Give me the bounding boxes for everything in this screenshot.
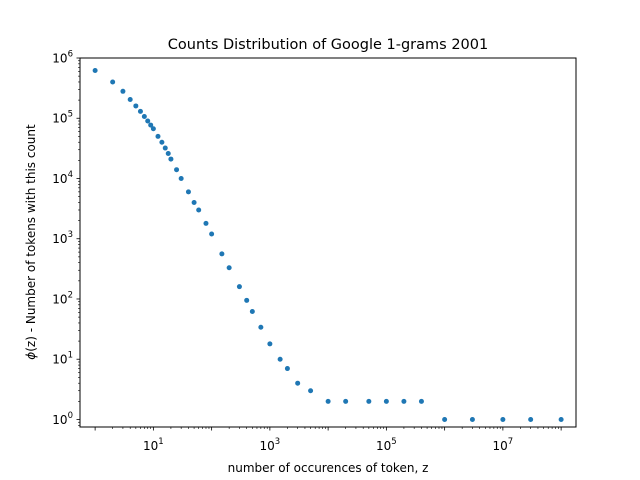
x-tick-label: 107	[493, 437, 514, 453]
data-point	[162, 145, 168, 151]
data-point	[308, 388, 314, 394]
data-point	[219, 251, 225, 257]
y-tick-label: 105	[52, 110, 73, 126]
data-point	[343, 398, 349, 404]
data-point	[500, 416, 506, 422]
x-axis-ticks: 101 103 105 107	[94, 427, 562, 453]
data-point	[469, 416, 475, 422]
y-axis-label-z: (z)	[24, 336, 38, 352]
data-point	[185, 189, 191, 195]
data-point	[137, 108, 143, 114]
data-point	[236, 284, 242, 290]
data-point	[110, 79, 116, 85]
chart-title: Counts Distribution of Google 1-grams 20…	[168, 37, 488, 53]
data-point	[127, 96, 133, 102]
data-point	[226, 265, 232, 271]
data-point	[145, 118, 151, 124]
data-point	[401, 398, 407, 404]
data-point	[174, 167, 180, 173]
data-point	[191, 199, 197, 205]
y-tick-label: 106	[52, 50, 73, 66]
data-point	[168, 156, 174, 162]
y-axis-label: ϕ(z) - Number of tokens with this count	[24, 124, 38, 360]
y-axis-label-phi: ϕ	[24, 352, 38, 360]
data-point	[249, 308, 255, 314]
data-point	[277, 356, 283, 362]
data-point	[244, 297, 250, 303]
data-point	[383, 398, 389, 404]
y-tick-label: 101	[52, 351, 73, 367]
data-point	[528, 416, 534, 422]
data-point	[165, 150, 171, 156]
x-axis-label: number of occurences of token, z	[228, 461, 429, 475]
points-layer	[92, 68, 564, 422]
data-point	[366, 398, 372, 404]
data-point	[267, 341, 273, 347]
y-axis-ticks: 100 101 102 103 104 105 106	[52, 50, 80, 427]
data-point	[209, 231, 215, 237]
x-tick-label: 105	[376, 437, 397, 453]
y-tick-label: 103	[52, 230, 73, 246]
data-point	[120, 88, 126, 94]
y-tick-label: 100	[52, 411, 73, 427]
data-point	[325, 398, 331, 404]
y-axis-label-rest: - Number of tokens with this count	[24, 124, 38, 336]
y-tick-label: 104	[52, 170, 73, 186]
data-point	[133, 103, 139, 109]
data-point	[92, 68, 98, 74]
data-point	[150, 126, 156, 132]
data-point	[141, 113, 147, 119]
data-point	[196, 207, 202, 213]
x-tick-label: 101	[143, 437, 164, 453]
data-point	[178, 175, 184, 181]
data-point	[295, 380, 301, 386]
data-point	[155, 133, 161, 139]
data-point	[558, 416, 564, 422]
data-point	[258, 324, 264, 330]
data-point	[418, 398, 424, 404]
data-point	[159, 139, 165, 145]
data-point	[203, 220, 209, 226]
y-tick-label: 102	[52, 290, 73, 306]
data-point	[284, 366, 290, 372]
x-tick-label: 103	[260, 437, 281, 453]
data-point	[148, 122, 154, 128]
data-point	[442, 416, 448, 422]
